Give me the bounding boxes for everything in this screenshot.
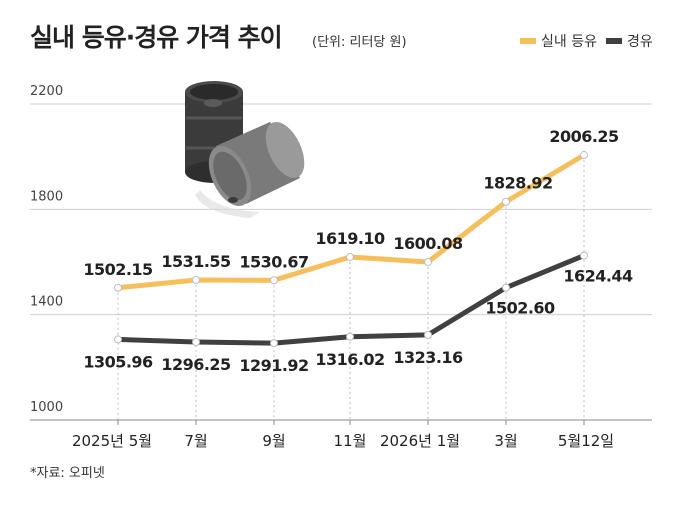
oil-barrels-illustration bbox=[185, 81, 305, 218]
data-label-diesel: 1323.16 bbox=[393, 348, 463, 367]
legend-swatch-diesel bbox=[606, 38, 622, 44]
data-label-diesel: 1502.60 bbox=[485, 299, 555, 318]
source-note: *자료: 오피넷 bbox=[30, 466, 105, 481]
legend-label-diesel: 경유 bbox=[627, 34, 653, 50]
unit-label: (단위: 리터당 원) bbox=[312, 35, 407, 50]
chart-title: 실내 등유·경유 가격 추이 bbox=[30, 23, 283, 52]
x-tick-label: 2025년 5월 bbox=[72, 432, 152, 450]
data-point-diesel bbox=[270, 339, 278, 348]
data-point-diesel bbox=[346, 332, 354, 341]
data-point-kerosene bbox=[346, 252, 354, 261]
data-label-diesel: 1296.25 bbox=[161, 355, 231, 374]
x-tick-label: 2026년 1월 bbox=[380, 432, 460, 450]
oil-barrel-front-icon bbox=[195, 121, 305, 218]
legend-item-kerosene: 실내 등유 bbox=[520, 31, 597, 51]
y-tick-label: 2200 bbox=[30, 84, 63, 99]
data-point-kerosene bbox=[502, 197, 510, 206]
y-tick-label: 1000 bbox=[30, 400, 63, 415]
data-label-diesel: 1291.92 bbox=[239, 356, 308, 375]
data-label-kerosene: 1502.15 bbox=[83, 260, 153, 279]
data-label-kerosene: 1600.08 bbox=[393, 234, 463, 253]
data-point-kerosene bbox=[114, 283, 122, 292]
data-point-diesel bbox=[114, 335, 122, 344]
data-label-kerosene: 2006.25 bbox=[549, 127, 619, 146]
data-point-kerosene bbox=[192, 276, 200, 285]
x-tick-label: 7월 bbox=[184, 432, 207, 450]
data-label-kerosene: 1530.67 bbox=[239, 252, 308, 271]
legend-label-kerosene: 실내 등유 bbox=[541, 34, 597, 50]
x-tick-label: 9월 bbox=[262, 432, 285, 450]
data-label-kerosene: 1531.55 bbox=[161, 252, 231, 271]
data-label-kerosene: 1619.10 bbox=[315, 229, 385, 248]
x-tick-label: 11월 bbox=[334, 432, 367, 450]
y-tick-label: 1400 bbox=[30, 295, 63, 310]
data-point-diesel bbox=[192, 337, 200, 346]
data-point-kerosene bbox=[580, 151, 588, 160]
data-point-diesel bbox=[424, 330, 432, 339]
x-tick-label: 3월 bbox=[494, 432, 517, 450]
data-label-diesel: 1624.44 bbox=[563, 267, 633, 286]
data-point-diesel bbox=[502, 283, 510, 292]
data-label-kerosene: 1828.92 bbox=[483, 174, 552, 193]
legend-swatch-kerosene bbox=[520, 38, 536, 44]
data-label-diesel: 1316.02 bbox=[315, 350, 384, 369]
data-label-diesel: 1305.96 bbox=[83, 352, 153, 371]
x-tick-label: 5월12일 bbox=[558, 432, 614, 450]
legend-item-diesel: 경유 bbox=[606, 31, 653, 51]
data-point-kerosene bbox=[270, 276, 278, 285]
data-point-diesel bbox=[580, 251, 588, 260]
data-point-kerosene bbox=[424, 257, 432, 266]
y-tick-label: 1800 bbox=[30, 189, 63, 204]
